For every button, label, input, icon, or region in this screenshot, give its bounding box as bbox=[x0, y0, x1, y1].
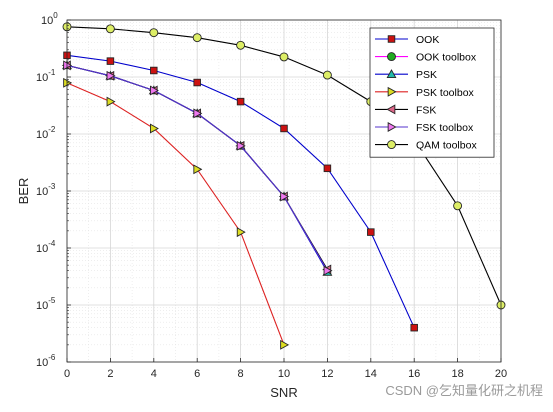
y-tick-exponent: -5 bbox=[48, 296, 56, 305]
legend: OOK OOK toolbox PSK PSK toolbox FSK FSK toolb… bbox=[369, 27, 495, 158]
legend-label: PSK bbox=[416, 69, 437, 81]
data-point bbox=[236, 140, 246, 151]
data-point bbox=[192, 33, 202, 43]
legend-marker bbox=[386, 104, 396, 115]
x-tick-label: 16 bbox=[408, 368, 420, 380]
data-point bbox=[236, 40, 246, 50]
y-tick-label: 10-4 bbox=[36, 239, 56, 255]
data-point bbox=[149, 85, 159, 96]
y-tick-exponent: -6 bbox=[48, 353, 56, 362]
x-tick-label: 10 bbox=[278, 368, 290, 380]
legend-item: PSK toolbox bbox=[375, 87, 475, 99]
legend-item: OOK toolbox bbox=[375, 52, 477, 64]
data-point bbox=[453, 201, 463, 211]
legend-marker bbox=[386, 69, 397, 79]
legend-marker bbox=[387, 140, 396, 150]
y-tick-exponent: -3 bbox=[48, 182, 56, 191]
data-point bbox=[323, 164, 332, 173]
data-point bbox=[106, 96, 116, 107]
x-axis-title: SNR bbox=[270, 385, 297, 400]
series-fsk-toolbox bbox=[63, 60, 333, 276]
y-tick-label: 10-1 bbox=[36, 68, 56, 84]
y-tick-label: 100 bbox=[41, 11, 58, 27]
x-tick-label: 6 bbox=[194, 368, 200, 380]
series-psk-toolbox bbox=[63, 77, 290, 350]
y-tick-exponent: -2 bbox=[48, 125, 56, 134]
y-tick-exponent: -4 bbox=[48, 239, 56, 248]
legend-marker bbox=[387, 86, 397, 97]
legend-label: OOK bbox=[416, 34, 439, 46]
watermark-text: CSDN @乞知量化研之机程 bbox=[385, 383, 543, 398]
x-tick-label: 14 bbox=[365, 368, 377, 380]
data-point bbox=[236, 97, 245, 106]
data-point bbox=[106, 70, 116, 81]
y-tick-label: 10-2 bbox=[36, 125, 56, 141]
data-point bbox=[193, 78, 201, 87]
y-axis-title: BER bbox=[16, 178, 31, 205]
data-point bbox=[193, 164, 203, 175]
data-point bbox=[106, 57, 115, 65]
legend-item: PSK bbox=[375, 69, 437, 81]
legend-item: FSK bbox=[375, 104, 436, 116]
data-point bbox=[236, 227, 246, 238]
data-point bbox=[323, 265, 333, 276]
legend-label: OOK toolbox bbox=[416, 52, 477, 64]
y-tick-exponent: 0 bbox=[53, 11, 58, 20]
legend-item: QAM toolbox bbox=[375, 140, 477, 152]
x-tick-label: 18 bbox=[451, 368, 463, 380]
data-point bbox=[63, 77, 73, 88]
data-point bbox=[193, 108, 203, 119]
legend-marker bbox=[387, 122, 397, 132]
legend-marker bbox=[387, 52, 396, 62]
legend-label: FSK bbox=[416, 104, 436, 116]
data-point bbox=[149, 123, 159, 134]
y-tick-label: 10-5 bbox=[36, 296, 56, 312]
legend-label: PSK toolbox bbox=[416, 87, 475, 99]
data-point bbox=[280, 124, 288, 133]
x-tick-label: 2 bbox=[107, 368, 113, 380]
data-point bbox=[280, 191, 290, 202]
grid bbox=[66, 19, 502, 363]
data-point bbox=[149, 28, 159, 38]
x-tick-label: 8 bbox=[238, 368, 244, 380]
x-tick-label: 20 bbox=[495, 368, 507, 380]
data-point bbox=[279, 52, 289, 62]
legend-marker bbox=[387, 35, 396, 43]
legend-label: QAM toolbox bbox=[416, 140, 477, 152]
data-point bbox=[410, 323, 418, 332]
data-point bbox=[322, 70, 332, 80]
y-tick-label: 10-6 bbox=[36, 353, 56, 369]
y-tick-label: 10-3 bbox=[36, 182, 56, 198]
x-tick-label: 4 bbox=[151, 368, 157, 380]
data-point bbox=[63, 60, 73, 71]
x-tick-label: 0 bbox=[64, 368, 70, 380]
x-tick-label: 12 bbox=[321, 368, 333, 380]
data-point bbox=[105, 24, 115, 34]
legend-item: OOK bbox=[375, 34, 439, 46]
data-point bbox=[280, 339, 290, 350]
y-tick-exponent: -1 bbox=[48, 68, 56, 77]
data-point bbox=[150, 66, 158, 75]
data-point bbox=[367, 228, 375, 236]
legend-item: FSK toolbox bbox=[375, 122, 474, 134]
series-line bbox=[66, 82, 285, 346]
legend-label: FSK toolbox bbox=[416, 122, 474, 134]
